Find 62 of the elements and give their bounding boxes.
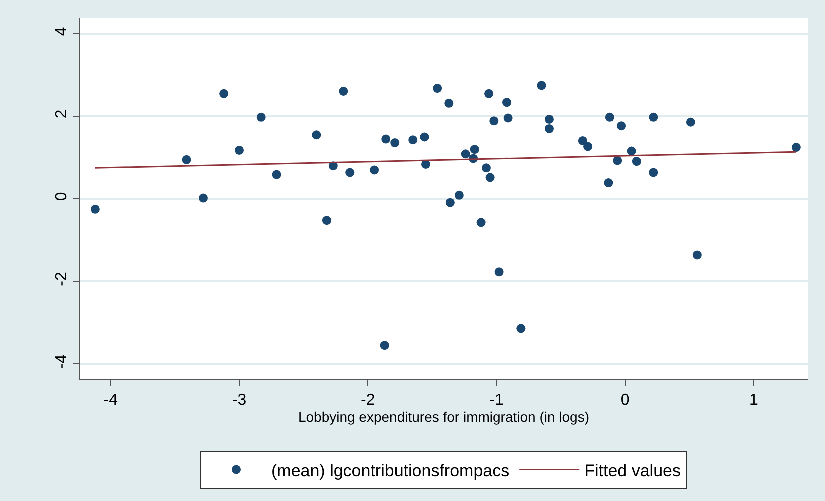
point (446, 198, 455, 208)
point (256, 112, 266, 122)
point (382, 134, 391, 144)
point (584, 142, 593, 152)
point (390, 138, 400, 148)
point (604, 178, 614, 188)
point (494, 268, 504, 277)
point (322, 216, 332, 226)
point (627, 146, 636, 156)
point (490, 116, 499, 126)
point (339, 86, 348, 96)
point (198, 194, 208, 203)
y-tick-label: -4 (54, 354, 71, 369)
y-tick-label: -2 (54, 272, 71, 286)
point (544, 114, 554, 124)
point (370, 166, 380, 175)
point (486, 173, 495, 182)
point (516, 324, 526, 334)
point (502, 98, 512, 108)
point (649, 168, 658, 178)
point (444, 98, 454, 108)
point (220, 89, 229, 98)
point (686, 118, 696, 127)
point (484, 89, 494, 98)
point (234, 146, 244, 155)
x-tick-label: -2 (360, 392, 376, 410)
point (792, 143, 801, 152)
point (90, 204, 100, 214)
x-tick-label: 0 (620, 392, 630, 410)
point (182, 155, 192, 164)
y-tick-label: 0 (54, 192, 71, 202)
point (408, 136, 418, 145)
point (605, 112, 614, 122)
x-tick-label: -1 (490, 392, 504, 410)
point (433, 84, 442, 94)
point (482, 164, 491, 173)
y-tick-label: 4 (54, 27, 71, 36)
point (420, 132, 430, 142)
legend-label: (mean) lgcontributionsfrompacs (272, 461, 510, 480)
point (380, 341, 390, 350)
point (617, 122, 626, 131)
point (632, 157, 642, 166)
point (454, 190, 464, 200)
point (272, 170, 282, 180)
x-axis-title: Lobbying expenditures for immigration (in logs) (298, 409, 590, 426)
point (692, 250, 702, 260)
point (649, 112, 658, 122)
point (613, 156, 622, 166)
point (346, 168, 355, 178)
point (537, 81, 546, 90)
point (461, 150, 470, 159)
x-tick-label: -3 (232, 392, 247, 410)
x-tick-label: -4 (104, 392, 118, 410)
point (544, 124, 554, 134)
point (470, 145, 480, 154)
x-tick-label: 1 (750, 392, 759, 410)
y-tick-label: 2 (54, 110, 71, 119)
point (476, 218, 486, 228)
point (504, 114, 513, 123)
point (578, 136, 588, 146)
legend-label: Fitted values (584, 461, 681, 480)
point (312, 130, 322, 140)
